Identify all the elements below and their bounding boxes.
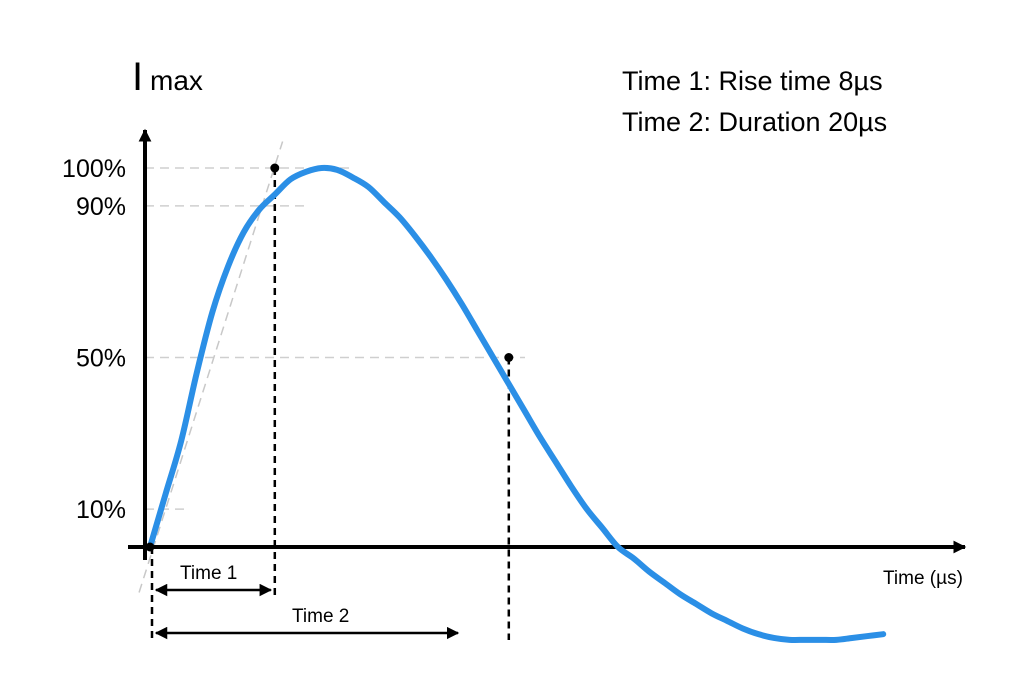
interval-label-2: Time 2: [292, 606, 349, 627]
marked-point-1: [270, 163, 280, 173]
y-tick-label-90: 90%: [76, 193, 126, 221]
tangent-lines: [138, 141, 284, 593]
annotation-duration: Time 2: Duration 20µs: [622, 107, 887, 137]
interval-markers: [150, 168, 511, 640]
y-tick-label-100: 100%: [62, 155, 126, 183]
y-tick-labels: 10% 50% 90% 100%: [62, 155, 126, 524]
current-curve: [147, 164, 887, 643]
annotation-rise-time: Time 1: Rise time 8µs: [622, 66, 883, 96]
marked-points: [145, 163, 514, 552]
gridlines: [145, 167, 525, 510]
y-axis-title: I: [132, 55, 143, 99]
marked-point-2: [504, 353, 514, 362]
x-axis-title: Time (µs): [883, 568, 963, 589]
marked-point-3: [145, 542, 155, 552]
y-axis-title-subscript: max: [150, 65, 203, 96]
y-tick-label-10: 10%: [76, 496, 126, 524]
interval-arrows: Time 1 Time 2: [154, 563, 460, 640]
y-tick-label-50: 50%: [76, 345, 126, 373]
interval-label-1: Time 1: [180, 563, 237, 584]
tangent-line: [138, 141, 284, 593]
